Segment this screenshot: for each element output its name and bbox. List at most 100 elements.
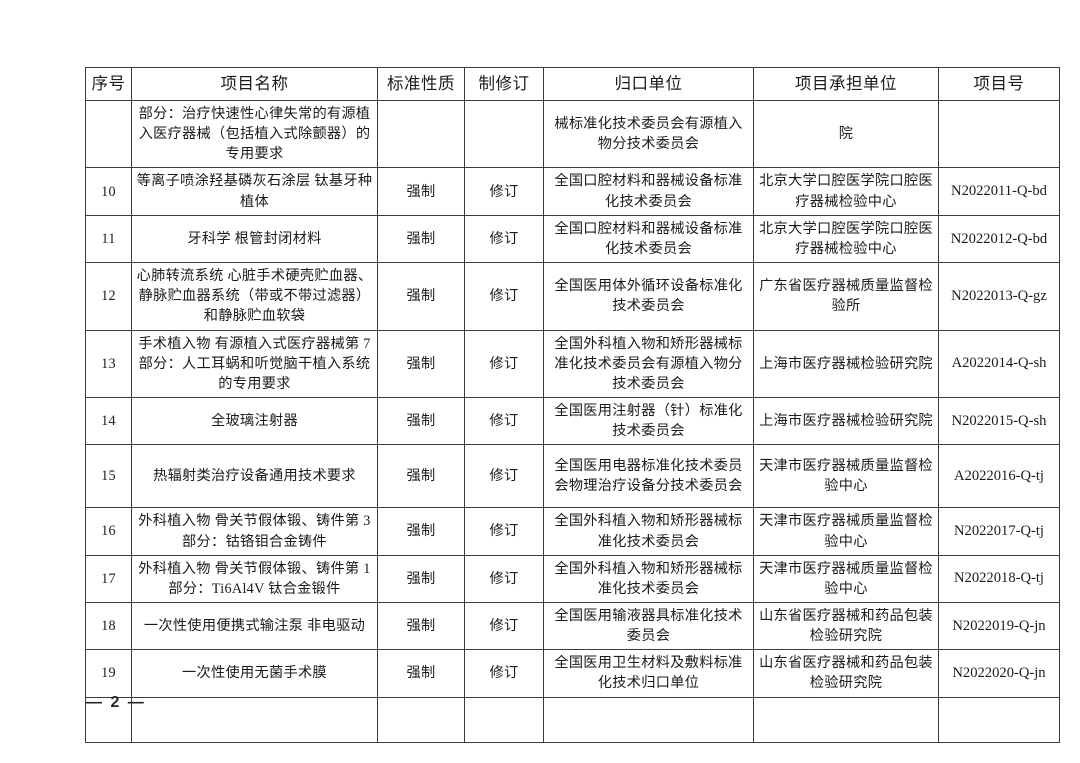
cell-revision: 修订	[464, 167, 544, 216]
cell-name: 一次性使用便携式输注泵 非电驱动	[131, 601, 378, 651]
column-header-unit: 项目承担单位	[753, 67, 939, 101]
cell-seq: 12	[85, 262, 132, 331]
page-number: — 2 —	[86, 694, 146, 711]
cell-nature: 强制	[377, 214, 465, 264]
cell-revision	[464, 99, 544, 169]
cell-name: 热辐射类治疗设备通用技术要求	[131, 444, 378, 509]
cell-seq: 19	[85, 649, 132, 698]
cell-revision: 修订	[464, 397, 544, 446]
column-header-seq: 序号	[85, 67, 132, 101]
cell-seq: 11	[85, 214, 132, 264]
cell-name: 等离子喷涂羟基磷灰石涂层 钛基牙种植体	[131, 167, 378, 216]
cell-seq: 13	[85, 329, 132, 399]
cell-nature: 强制	[377, 167, 465, 216]
column-header-name: 项目名称	[131, 67, 378, 101]
table-row: 部分：治疗快速性心律失常的有源植入医疗器械（包括植入式除颤器）的专用要求 械标准…	[85, 99, 1060, 169]
cell-code: N2022011-Q-bd	[938, 167, 1060, 216]
cell-org: 全国外科植入物和矫形器械标准化技术委员会	[543, 507, 754, 556]
cell-unit: 院	[753, 99, 939, 169]
cell-unit: 天津市医疗器械质量监督检验中心	[753, 444, 939, 509]
cell-revision: 修订	[464, 444, 544, 509]
cell-org: 全国医用电器标准化技术委员会物理治疗设备分技术委员会	[543, 444, 754, 509]
cell-revision: 修订	[464, 507, 544, 556]
column-header-revision: 制修订	[464, 67, 544, 101]
table-row: 10 等离子喷涂羟基磷灰石涂层 钛基牙种植体 强制 修订 全国口腔材料和器械设备…	[85, 167, 1060, 216]
cell-org: 全国医用输液器具标准化技术委员会	[543, 601, 754, 651]
cell-name: 牙科学 根管封闭材料	[131, 214, 378, 264]
cell-unit	[753, 696, 939, 743]
cell-code: A2022014-Q-sh	[938, 329, 1060, 399]
cell-seq: 17	[85, 554, 132, 603]
table-header: 序号 项目名称 标准性质 制修订 归口单位 项目承担单位 项目号	[85, 67, 1060, 101]
cell-name: 部分：治疗快速性心律失常的有源植入医疗器械（包括植入式除颤器）的专用要求	[131, 99, 378, 169]
cell-nature	[377, 696, 465, 743]
cell-revision: 修订	[464, 329, 544, 399]
cell-revision: 修订	[464, 649, 544, 698]
table-row: 12 心肺转流系统 心脏手术硬壳贮血器、静脉贮血器系统（带或不带过滤器）和静脉贮…	[85, 262, 1060, 331]
table-row	[85, 696, 1060, 743]
cell-org	[543, 696, 754, 743]
cell-org: 全国医用卫生材料及敷料标准化技术归口单位	[543, 649, 754, 698]
cell-revision: 修订	[464, 214, 544, 264]
cell-name: 全玻璃注射器	[131, 397, 378, 446]
cell-org: 全国医用注射器（针）标准化技术委员会	[543, 397, 754, 446]
cell-revision: 修订	[464, 262, 544, 331]
cell-unit: 上海市医疗器械检验研究院	[753, 397, 939, 446]
cell-seq: 18	[85, 601, 132, 651]
cell-code	[938, 696, 1060, 743]
cell-name: 心肺转流系统 心脏手术硬壳贮血器、静脉贮血器系统（带或不带过滤器）和静脉贮血软袋	[131, 262, 378, 331]
cell-code: N2022018-Q-tj	[938, 554, 1060, 603]
cell-org: 全国口腔材料和器械设备标准化技术委员会	[543, 167, 754, 216]
cell-name: 外科植入物 骨关节假体锻、铸件第 1 部分：Ti6Al4V 钛合金锻件	[131, 554, 378, 603]
cell-revision: 修订	[464, 601, 544, 651]
table-row: 16 外科植入物 骨关节假体锻、铸件第 3 部分：钴铬钼合金铸件 强制 修订 全…	[85, 507, 1060, 556]
cell-org: 全国医用体外循环设备标准化技术委员会	[543, 262, 754, 331]
table-row: 19 一次性使用无菌手术膜 强制 修订 全国医用卫生材料及敷料标准化技术归口单位…	[85, 649, 1060, 698]
cell-org: 全国口腔材料和器械设备标准化技术委员会	[543, 214, 754, 264]
cell-seq: 14	[85, 397, 132, 446]
table-body: 部分：治疗快速性心律失常的有源植入医疗器械（包括植入式除颤器）的专用要求 械标准…	[85, 99, 1060, 743]
cell-unit: 上海市医疗器械检验研究院	[753, 329, 939, 399]
cell-nature: 强制	[377, 397, 465, 446]
cell-unit: 山东省医疗器械和药品包装检验研究院	[753, 649, 939, 698]
cell-nature: 强制	[377, 507, 465, 556]
table-row: 13 手术植入物 有源植入式医疗器械第 7 部分：人工耳蜗和听觉脑干植入系统的专…	[85, 329, 1060, 399]
cell-name	[131, 696, 378, 743]
table-row: 11 牙科学 根管封闭材料 强制 修订 全国口腔材料和器械设备标准化技术委员会 …	[85, 214, 1060, 264]
cell-seq	[85, 696, 132, 743]
table-row: 14 全玻璃注射器 强制 修订 全国医用注射器（针）标准化技术委员会 上海市医疗…	[85, 397, 1060, 446]
cell-nature: 强制	[377, 601, 465, 651]
cell-unit: 天津市医疗器械质量监督检验中心	[753, 554, 939, 603]
cell-revision	[464, 696, 544, 743]
table-row: 15 热辐射类治疗设备通用技术要求 强制 修订 全国医用电器标准化技术委员会物理…	[85, 444, 1060, 509]
cell-code: N2022013-Q-gz	[938, 262, 1060, 331]
standards-table: 序号 项目名称 标准性质 制修订 归口单位 项目承担单位 项目号 部分：治疗快速…	[85, 67, 1060, 743]
column-header-nature: 标准性质	[377, 67, 465, 101]
cell-org: 全国外科植入物和矫形器械标准化技术委员会有源植入物分技术委员会	[543, 329, 754, 399]
cell-name: 外科植入物 骨关节假体锻、铸件第 3 部分：钴铬钼合金铸件	[131, 507, 378, 556]
cell-code: N2022015-Q-sh	[938, 397, 1060, 446]
cell-code: N2022012-Q-bd	[938, 214, 1060, 264]
table-header-row: 序号 项目名称 标准性质 制修订 归口单位 项目承担单位 项目号	[85, 67, 1060, 101]
cell-unit: 北京大学口腔医学院口腔医疗器械检验中心	[753, 167, 939, 216]
cell-seq: 10	[85, 167, 132, 216]
cell-unit: 北京大学口腔医学院口腔医疗器械检验中心	[753, 214, 939, 264]
cell-nature: 强制	[377, 649, 465, 698]
cell-nature	[377, 99, 465, 169]
cell-unit: 山东省医疗器械和药品包装检验研究院	[753, 601, 939, 651]
table-row: 18 一次性使用便携式输注泵 非电驱动 强制 修订 全国医用输液器具标准化技术委…	[85, 601, 1060, 651]
cell-nature: 强制	[377, 262, 465, 331]
cell-nature: 强制	[377, 554, 465, 603]
cell-name: 手术植入物 有源植入式医疗器械第 7 部分：人工耳蜗和听觉脑干植入系统的专用要求	[131, 329, 378, 399]
cell-code: N2022017-Q-tj	[938, 507, 1060, 556]
cell-seq	[85, 99, 132, 169]
cell-code: A2022016-Q-tj	[938, 444, 1060, 509]
cell-code: N2022019-Q-jn	[938, 601, 1060, 651]
cell-code	[938, 99, 1060, 169]
cell-unit: 天津市医疗器械质量监督检验中心	[753, 507, 939, 556]
cell-unit: 广东省医疗器械质量监督检验所	[753, 262, 939, 331]
cell-org: 全国外科植入物和矫形器械标准化技术委员会	[543, 554, 754, 603]
standards-table-container: 序号 项目名称 标准性质 制修订 归口单位 项目承担单位 项目号 部分：治疗快速…	[85, 67, 1060, 743]
cell-nature: 强制	[377, 329, 465, 399]
